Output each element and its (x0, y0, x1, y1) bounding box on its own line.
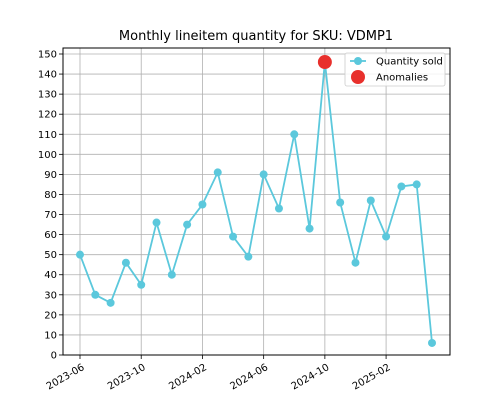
data-point (213, 168, 222, 177)
grid (63, 48, 450, 356)
data-point (106, 298, 115, 307)
y-tick-label: 20 (44, 310, 57, 321)
y-tick-label: 130 (38, 90, 57, 101)
legend: Quantity sold Anomalies (344, 52, 446, 87)
y-tick-label: 110 (38, 130, 57, 141)
data-point (290, 130, 299, 139)
anomaly-point (317, 55, 332, 70)
legend-box (344, 52, 446, 87)
data-point (366, 196, 375, 205)
y-tick-label: 140 (38, 70, 57, 81)
y-tick-label: 100 (38, 150, 57, 161)
x-axis-ticks: 2023-06 2023-10 2024-02 2024-06 2024-10 2025-… (45, 355, 393, 392)
y-tick-label: 50 (44, 250, 57, 261)
data-point (397, 182, 406, 191)
legend-label-quantity-sold: Quantity sold (376, 57, 443, 68)
data-point (76, 250, 84, 259)
data-point (351, 258, 360, 267)
data-point (412, 180, 421, 189)
y-tick-label: 30 (44, 290, 57, 301)
data-point (274, 204, 283, 213)
y-tick-label: 80 (44, 190, 57, 201)
data-point (121, 258, 130, 267)
data-point (137, 280, 146, 289)
x-tick-label: 2024-10 (290, 362, 332, 392)
y-tick-label: 60 (44, 230, 57, 241)
data-point (183, 220, 192, 229)
x-tick-label: 2024-02 (167, 362, 209, 392)
y-tick-label: 0 (51, 351, 57, 362)
data-point (259, 170, 268, 179)
y-tick-label: 40 (44, 270, 57, 281)
series-points (76, 58, 436, 347)
data-point (244, 252, 253, 261)
y-tick-label: 90 (44, 170, 57, 181)
data-point (382, 232, 391, 241)
y-axis-ticks: 0 10 20 30 40 50 60 70 80 90 100 110 120 130 140 150 (38, 50, 63, 362)
legend-label-anomalies: Anomalies (376, 73, 428, 84)
data-point (336, 198, 345, 207)
y-tick-label: 10 (44, 330, 57, 341)
data-point (198, 200, 207, 209)
plot-frame (62, 47, 451, 356)
series-lines (79, 61, 433, 344)
legend-marker-quantity-sold (354, 57, 362, 65)
x-tick-label: 2023-06 (45, 362, 87, 392)
series-line-quantity-sold (79, 61, 433, 344)
axes (62, 47, 451, 356)
data-point (305, 224, 314, 233)
legend-marker-anomalies (351, 70, 365, 84)
data-point (229, 232, 238, 241)
y-tick-label: 150 (38, 50, 57, 61)
x-tick-label: 2025-02 (351, 362, 393, 392)
anomaly-points (317, 55, 332, 70)
data-point (152, 218, 161, 227)
y-tick-label: 70 (44, 210, 57, 221)
data-point (428, 338, 436, 347)
data-point (91, 290, 100, 299)
x-tick-label: 2023-10 (106, 362, 148, 392)
x-tick-label: 2024-06 (228, 362, 270, 392)
data-point (167, 270, 176, 279)
y-tick-label: 120 (38, 110, 57, 121)
chart-title: Monthly lineitem quantity for SKU: VDMP1 (119, 29, 393, 44)
